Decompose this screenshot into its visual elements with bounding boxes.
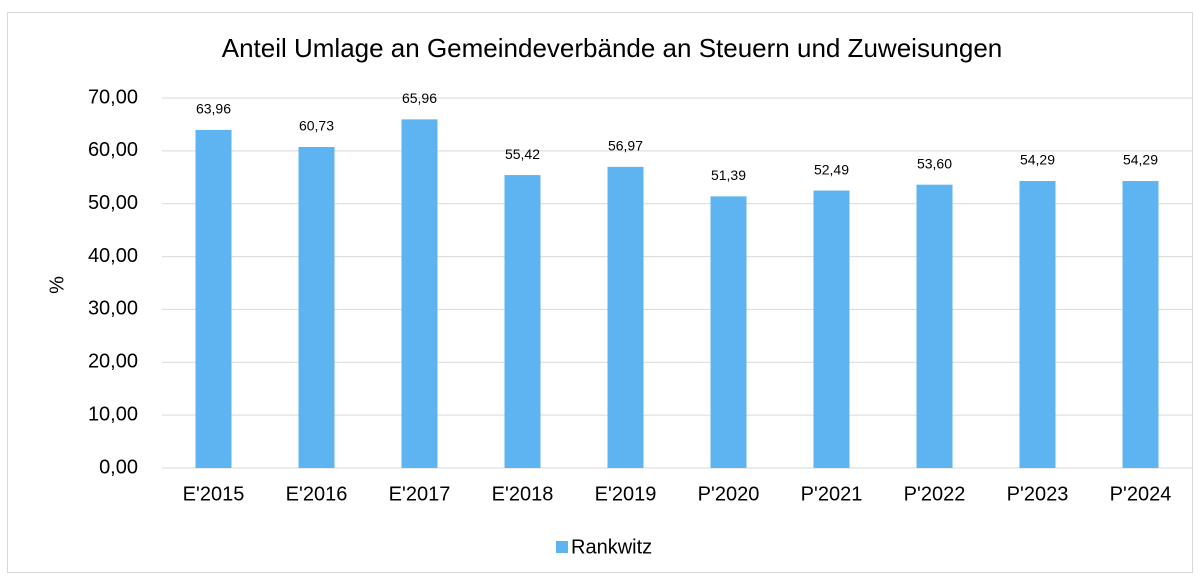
data-label: 60,73 xyxy=(299,118,334,134)
bar xyxy=(1122,181,1159,468)
x-tick-label: E'2015 xyxy=(183,483,245,505)
y-tick-label: 50,00 xyxy=(88,192,138,214)
y-tick-label: 70,00 xyxy=(88,86,138,108)
x-tick-label: E'2018 xyxy=(492,483,554,505)
legend-label: Rankwitz xyxy=(571,536,652,558)
x-tick-label: P'2022 xyxy=(904,483,966,505)
bar xyxy=(916,184,953,468)
y-axis-label: % xyxy=(46,276,68,294)
bar xyxy=(607,166,644,468)
y-tick-label: 10,00 xyxy=(88,403,138,425)
bar xyxy=(710,196,747,469)
x-tick-label: E'2016 xyxy=(286,483,348,505)
data-label: 53,60 xyxy=(917,155,952,171)
x-tick-label: P'2020 xyxy=(698,483,760,505)
data-label: 55,42 xyxy=(505,146,540,162)
x-tick-label: P'2021 xyxy=(801,483,863,505)
bar xyxy=(298,146,335,468)
data-label: 65,96 xyxy=(402,90,437,106)
chart-title: Anteil Umlage an Gemeindeverbände an Ste… xyxy=(222,33,1003,63)
bar xyxy=(504,175,541,468)
bar xyxy=(1019,181,1056,468)
y-tick-label: 0,00 xyxy=(99,456,138,478)
x-tick-label: P'2023 xyxy=(1007,483,1069,505)
x-tick-label: E'2019 xyxy=(595,483,657,505)
data-label: 52,49 xyxy=(814,161,849,177)
data-label: 51,39 xyxy=(711,167,746,183)
bar xyxy=(195,129,232,468)
y-tick-label: 40,00 xyxy=(88,245,138,267)
bar xyxy=(401,119,438,469)
legend-swatch xyxy=(556,541,568,553)
y-tick-label: 20,00 xyxy=(88,351,138,373)
bar xyxy=(813,190,850,468)
y-tick-label: 60,00 xyxy=(88,139,138,161)
x-tick-label: E'2017 xyxy=(389,483,451,505)
x-tick-label: P'2024 xyxy=(1110,483,1172,505)
data-label: 54,29 xyxy=(1020,152,1055,168)
y-tick-label: 30,00 xyxy=(88,298,138,320)
data-label: 63,96 xyxy=(196,101,231,117)
data-label: 56,97 xyxy=(608,138,643,154)
data-label: 54,29 xyxy=(1123,152,1158,168)
